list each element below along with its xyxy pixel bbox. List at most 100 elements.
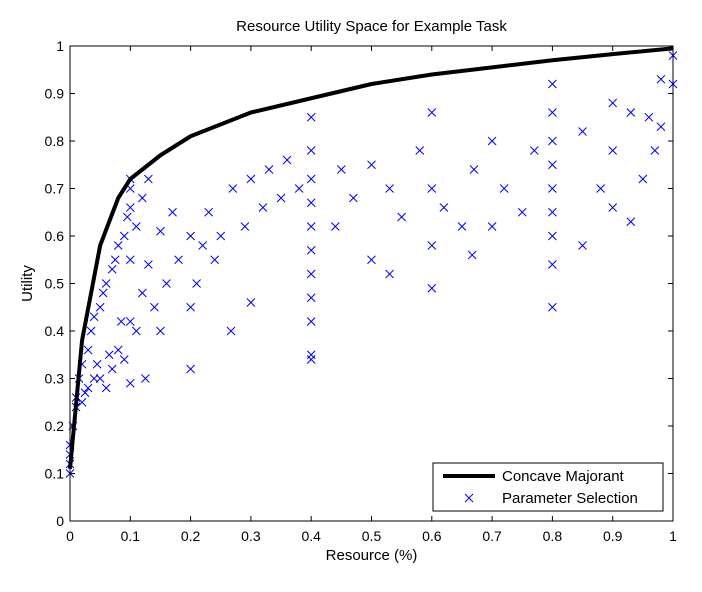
data-point (240, 222, 250, 231)
data-point (548, 302, 557, 312)
data-point (608, 203, 618, 212)
x-tick-label: 0.1 (121, 528, 141, 544)
data-point (548, 108, 557, 117)
concave-majorant-line (68, 46, 674, 469)
data-point (138, 193, 147, 203)
data-point (107, 364, 117, 374)
data-point (95, 302, 105, 312)
data-point (548, 260, 557, 269)
data-point (385, 269, 394, 279)
data-point (596, 184, 605, 193)
x-tick-label: 0.9 (603, 528, 623, 544)
data-point (264, 165, 274, 174)
data-point (608, 146, 618, 155)
data-point (98, 288, 108, 298)
y-tick-label: 0.6 (45, 228, 65, 244)
data-point (101, 279, 111, 288)
data-point (306, 269, 316, 279)
x-tick-label: 0 (66, 528, 74, 544)
data-point (306, 112, 316, 122)
y-tick-label: 0 (56, 513, 64, 529)
data-point (306, 350, 316, 360)
data-point (487, 136, 497, 146)
data-point (415, 146, 425, 155)
data-point (125, 378, 135, 388)
x-tick-label: 0.2 (181, 528, 201, 544)
y-tick-label: 1 (56, 38, 64, 54)
data-point (83, 383, 93, 393)
data-point (125, 255, 135, 265)
data-point (110, 255, 120, 265)
x-axis-label: Resource (%) (326, 547, 418, 564)
data-point (276, 193, 286, 203)
data-point (204, 207, 214, 217)
data-point (608, 98, 618, 108)
data-point (144, 174, 153, 184)
data-point (141, 374, 150, 383)
data-point (192, 279, 201, 288)
data-point (186, 231, 195, 241)
data-point (548, 207, 557, 217)
data-point (92, 359, 102, 369)
data-point (367, 160, 376, 170)
x-tick-label: 0.3 (241, 528, 261, 544)
data-point (131, 222, 141, 231)
data-point (638, 174, 648, 184)
data-point (548, 79, 557, 89)
axis-ticks: 0 0.1 0.2 0.3 0.4 0.5 0.6 0.7 0.8 0.9 1 0 0.1 0.2 0.3 0… (45, 38, 678, 544)
data-point (656, 122, 666, 132)
data-point (457, 222, 467, 231)
data-point (306, 222, 316, 231)
data-point (119, 231, 129, 241)
data-point (548, 231, 557, 241)
x-tick-label: 0.4 (301, 528, 321, 544)
data-point (336, 165, 346, 174)
data-point (86, 326, 96, 336)
data-point (101, 383, 111, 393)
y-axis-label: Utility (19, 265, 36, 302)
x-tick-label: 0.6 (422, 528, 442, 544)
data-point (104, 350, 114, 360)
data-point (499, 184, 509, 193)
data-point (306, 317, 316, 326)
data-point (330, 222, 340, 231)
data-point (467, 250, 477, 260)
y-tick-label: 0.9 (45, 86, 65, 102)
data-point (306, 245, 316, 255)
x-tick-label: 0.8 (543, 528, 563, 544)
data-point (644, 112, 654, 122)
data-point (367, 255, 376, 265)
data-point (650, 146, 660, 155)
legend-label-majorant: Concave Majorant (502, 468, 625, 485)
y-tick-label: 0.1 (45, 466, 65, 482)
x-tick-label: 0.7 (482, 528, 502, 544)
y-tick-label: 0.4 (45, 323, 65, 339)
data-point (144, 260, 153, 269)
data-point (439, 203, 449, 212)
data-point (548, 136, 557, 146)
data-point (107, 264, 117, 274)
chart-title: Resource Utility Space for Example Task (236, 18, 507, 35)
data-point (162, 279, 171, 288)
data-point (306, 198, 316, 208)
legend-label-parameter: Parameter Selection (502, 490, 638, 507)
data-point (517, 207, 527, 217)
legend-box (432, 462, 664, 512)
data-point (306, 293, 316, 303)
data-point (119, 355, 129, 364)
data-point (138, 288, 147, 298)
data-point (548, 160, 557, 170)
data-point (89, 312, 99, 322)
data-point (168, 207, 177, 217)
data-point (186, 302, 195, 312)
data-point (83, 345, 93, 355)
y-tick-label: 0.5 (45, 276, 65, 292)
data-point (150, 302, 159, 312)
data-point (125, 317, 135, 326)
data-point (427, 184, 437, 193)
data-point (228, 184, 238, 193)
data-point (113, 241, 123, 250)
data-point (578, 127, 587, 136)
